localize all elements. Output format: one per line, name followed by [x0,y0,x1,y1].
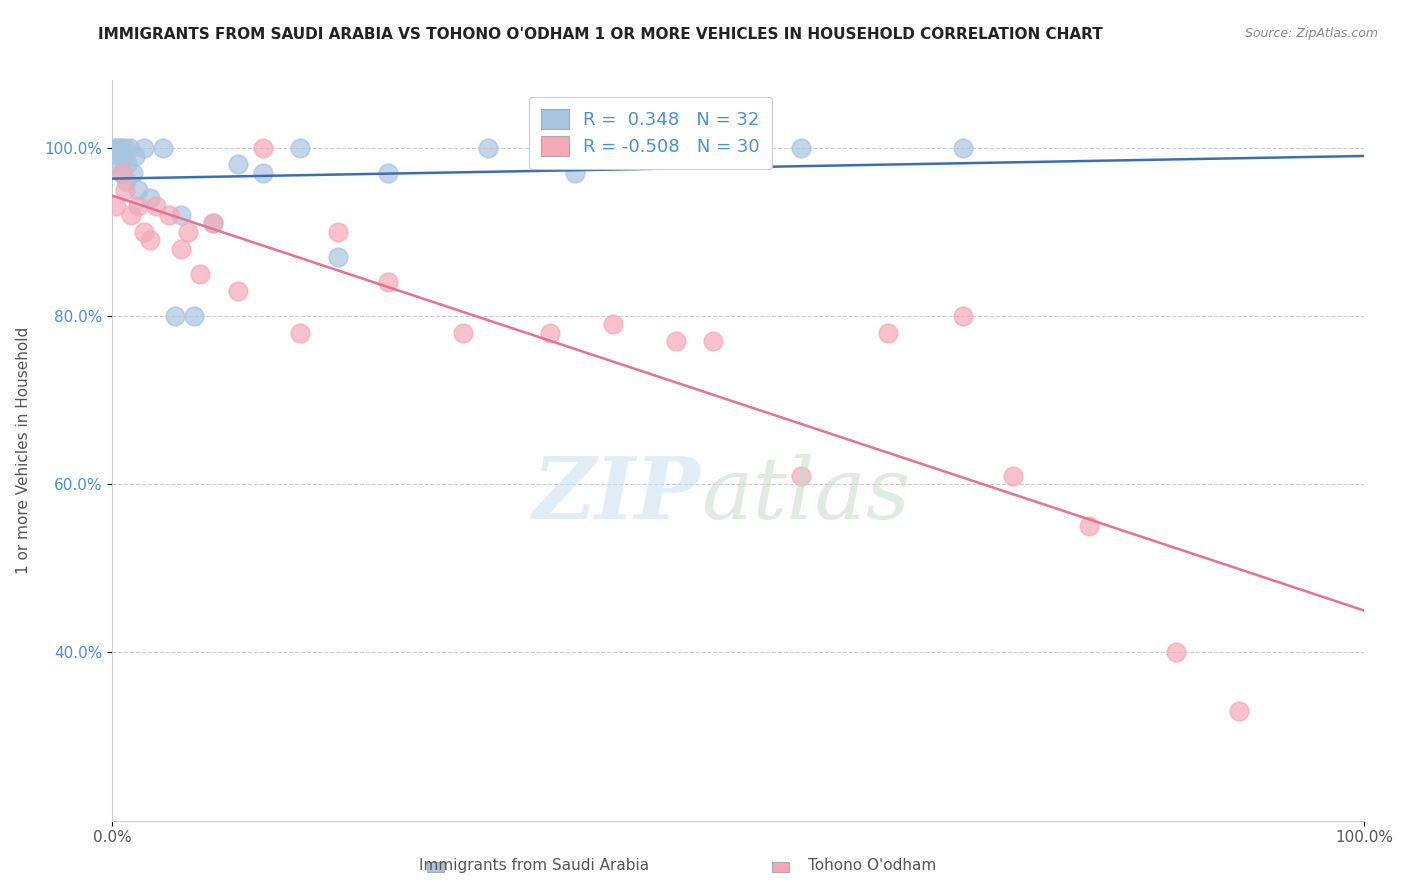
Point [107,149,129,163]
Point [602,318,624,332]
Point [183,309,205,323]
Text: ZIP: ZIP [533,453,700,537]
Point [226,284,249,298]
Text: Tohono O'odham: Tohono O'odham [807,858,936,872]
Point [952,309,974,323]
Point [114,183,136,197]
Point [290,140,312,154]
Point [104,140,127,154]
Point [120,208,142,222]
Text: Source: ZipAtlas.com: Source: ZipAtlas.com [1244,27,1378,40]
Point [952,140,974,154]
Point [290,326,312,340]
Point [110,140,132,154]
Point [477,140,499,154]
Point [451,326,474,340]
Point [152,140,174,154]
Point [170,208,193,222]
Point [702,334,724,348]
Point [115,174,138,188]
Point [127,183,149,197]
Point [118,140,141,154]
Point [107,140,129,154]
Point [326,250,349,264]
Point [877,326,900,340]
Point [538,326,561,340]
Point [145,199,167,213]
Point [790,468,813,483]
Point [111,166,134,180]
Point [124,149,146,163]
Point [121,166,143,180]
Point [132,140,155,154]
Point [139,191,162,205]
Point [326,225,349,239]
Point [188,267,211,281]
Point [252,140,274,154]
Point [111,166,134,180]
Point [664,334,686,348]
Point [377,275,399,289]
Point [112,149,135,163]
Text: atlas: atlas [700,453,910,536]
Point [201,216,224,230]
Text: IMMIGRANTS FROM SAUDI ARABIA VS TOHONO O'ODHAM 1 OR MORE VEHICLES IN HOUSEHOLD C: IMMIGRANTS FROM SAUDI ARABIA VS TOHONO O… [98,27,1104,42]
Point [1077,519,1099,533]
Text: Immigrants from Saudi Arabia: Immigrants from Saudi Arabia [419,858,650,872]
Point [157,208,180,222]
Point [790,140,813,154]
Point [108,140,131,154]
Point [201,216,224,230]
Point [564,166,586,180]
Point [1164,645,1187,659]
Point [377,166,399,180]
Point [176,225,198,239]
Point [105,199,128,213]
Y-axis label: 1 or more Vehicles in Household: 1 or more Vehicles in Household [15,326,31,574]
Legend: R =  0.348   N = 32, R = -0.508   N = 30: R = 0.348 N = 32, R = -0.508 N = 30 [529,96,772,169]
Point [114,140,136,154]
Point [226,157,249,171]
Point [1002,468,1025,483]
Point [139,233,162,247]
Point [103,145,125,159]
Point [117,157,139,171]
Point [163,309,186,323]
Point [1227,704,1250,718]
Point [132,225,155,239]
Point [252,166,274,180]
Point [127,199,149,213]
Point [105,157,128,171]
Point [170,242,193,256]
